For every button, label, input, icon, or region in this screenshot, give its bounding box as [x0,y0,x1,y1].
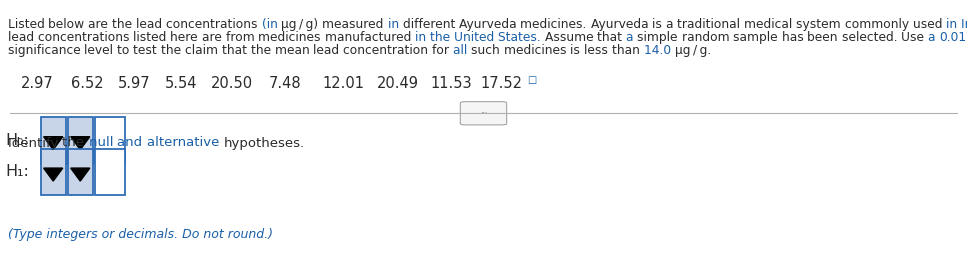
Text: mean: mean [275,44,313,57]
Text: hypotheses.: hypotheses. [223,136,305,150]
Text: simple: simple [637,31,682,44]
Text: a: a [928,31,940,44]
Text: ···: ··· [480,109,487,118]
Text: are: are [202,31,225,44]
Text: medicines.: medicines. [520,18,591,31]
Text: United: United [454,31,498,44]
Text: 7.48: 7.48 [269,76,302,91]
Text: 20.49: 20.49 [377,76,419,91]
Text: that: that [222,44,250,57]
Text: here: here [170,31,202,44]
Text: manufactured: manufactured [325,31,415,44]
Text: 12.01: 12.01 [322,76,364,91]
Text: random: random [682,31,733,44]
Text: to: to [117,44,133,57]
Text: the: the [250,44,275,57]
Text: lead: lead [136,18,166,31]
Text: null: null [89,136,117,150]
Text: from: from [225,31,258,44]
Text: H₁:: H₁: [6,165,30,179]
Text: concentrations: concentrations [166,18,262,31]
Text: 0.01: 0.01 [940,31,967,44]
Text: the: the [62,136,89,150]
Text: and: and [117,136,147,150]
Text: India.: India. [961,18,967,31]
Text: the: the [161,44,185,57]
Text: 5.97: 5.97 [118,76,151,91]
Text: all: all [454,44,471,57]
Text: concentrations: concentrations [38,31,133,44]
Text: 6.52: 6.52 [71,76,103,91]
Text: Ayurveda: Ayurveda [591,18,652,31]
Text: in: in [388,18,402,31]
Text: for: for [432,44,454,57]
Text: the: the [430,31,454,44]
Text: μg / g): μg / g) [281,18,322,31]
Text: a: a [626,31,637,44]
Text: in: in [946,18,961,31]
Text: that: that [597,31,626,44]
Text: selected.: selected. [841,31,901,44]
Text: is: is [571,44,584,57]
Text: 5.54: 5.54 [164,76,197,91]
Text: (Type integers or decimals. Do not round.): (Type integers or decimals. Do not round… [8,228,273,241]
Text: are: are [89,18,112,31]
Text: concentration: concentration [343,44,432,57]
Text: □: □ [527,75,537,85]
Text: H₀:: H₀: [6,133,30,148]
Text: significance: significance [8,44,84,57]
Text: 11.53: 11.53 [430,76,472,91]
Text: test: test [133,44,161,57]
Text: 2.97: 2.97 [21,76,54,91]
Text: Listed: Listed [8,18,48,31]
Text: system: system [796,18,845,31]
Text: less: less [584,44,612,57]
Text: sample: sample [733,31,781,44]
Text: has: has [781,31,807,44]
Text: commonly: commonly [845,18,913,31]
Text: Assume: Assume [544,31,597,44]
Text: alternative: alternative [147,136,223,150]
Text: than: than [612,44,644,57]
Text: (in: (in [262,18,281,31]
Text: lead: lead [313,44,343,57]
Text: is: is [652,18,666,31]
Text: Ayurveda: Ayurveda [459,18,520,31]
Text: in: in [415,31,430,44]
Text: medical: medical [745,18,796,31]
Text: μg / g.: μg / g. [675,44,711,57]
Text: different: different [402,18,459,31]
Text: 14.0: 14.0 [644,44,675,57]
Text: measured: measured [322,18,388,31]
Text: the: the [112,18,136,31]
Text: claim: claim [185,44,222,57]
Text: lead: lead [8,31,38,44]
Text: medicines: medicines [504,44,571,57]
Text: Identify: Identify [8,136,62,150]
Text: been: been [807,31,841,44]
Text: used: used [913,18,946,31]
Text: listed: listed [133,31,170,44]
Text: States.: States. [498,31,544,44]
Text: level: level [84,44,117,57]
Text: 20.50: 20.50 [211,76,253,91]
Text: below: below [48,18,89,31]
Text: a: a [666,18,677,31]
Text: Use: Use [901,31,928,44]
Text: 17.52: 17.52 [481,76,522,91]
Text: such: such [471,44,504,57]
Text: traditional: traditional [677,18,745,31]
Text: medicines: medicines [258,31,325,44]
